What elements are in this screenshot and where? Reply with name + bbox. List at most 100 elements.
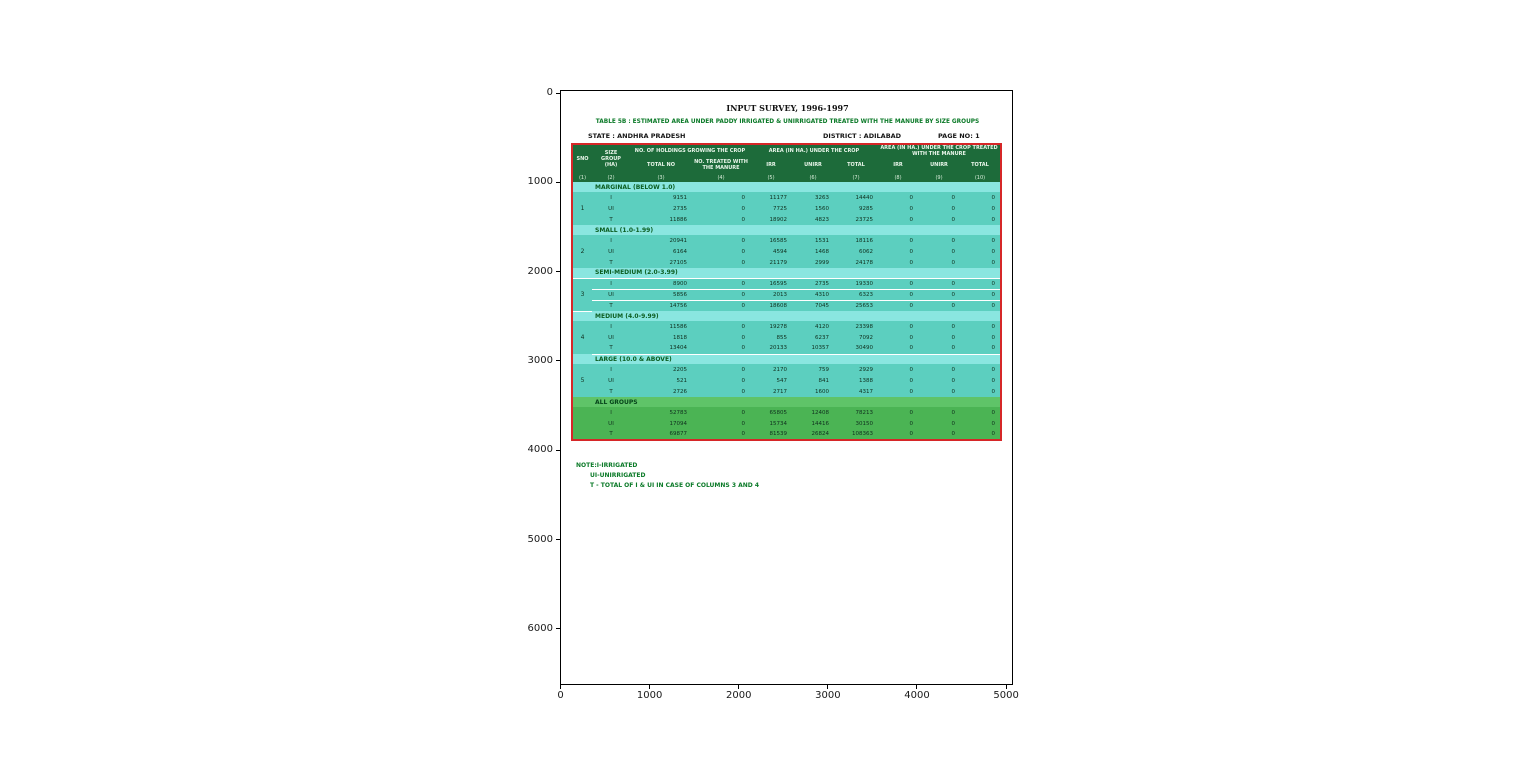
y-tick-mark <box>556 181 560 183</box>
value-cell: 0 <box>692 321 750 332</box>
value-cell: 24178 <box>834 257 878 268</box>
table-row: UI 5856 0 2013 4310 6323 0 0 0 <box>572 289 1001 301</box>
size-group-label: MEDIUM (4.0-9.99) <box>592 311 1001 321</box>
value-cell: 0 <box>960 332 1001 343</box>
value-cell: 0 <box>692 235 750 246</box>
table-row: T 11886 0 18902 4823 23725 0 0 0 <box>572 214 1001 225</box>
value-cell: 25653 <box>834 300 878 311</box>
value-cell: 0 <box>878 343 918 355</box>
value-cell: 81539 <box>750 429 792 440</box>
value-cell: 0 <box>918 321 960 332</box>
value-cell: 0 <box>878 332 918 343</box>
value-cell: 0 <box>918 257 960 268</box>
value-cell: 1818 <box>630 332 692 343</box>
value-cell: 7045 <box>792 300 834 311</box>
value-cell: 6323 <box>834 289 878 301</box>
value-cell: 4317 <box>834 386 878 397</box>
row-type-label: I <box>592 321 630 332</box>
y-tick-mark <box>556 92 560 94</box>
table-row: UI 6164 0 4594 1468 6062 0 0 0 <box>572 246 1001 257</box>
value-cell: 0 <box>878 418 918 429</box>
value-cell: 6164 <box>630 246 692 257</box>
value-cell: 0 <box>918 375 960 386</box>
size-group-label: MARGINAL (BELOW 1.0) <box>592 182 1001 192</box>
value-cell: 0 <box>918 235 960 246</box>
value-cell: 4594 <box>750 246 792 257</box>
y-tick-mark <box>556 271 560 273</box>
size-group-label: SEMI-MEDIUM (2.0-3.99) <box>592 268 1001 279</box>
value-cell: 20133 <box>750 343 792 355</box>
table-row: T 13404 0 20133 10357 30490 0 0 0 <box>572 343 1001 355</box>
value-cell: 0 <box>692 278 750 290</box>
value-cell: 841 <box>792 375 834 386</box>
value-cell: 0 <box>878 235 918 246</box>
value-cell: 0 <box>918 192 960 203</box>
value-cell: 0 <box>878 364 918 375</box>
value-cell: 0 <box>692 429 750 440</box>
value-cell: 0 <box>918 343 960 355</box>
row-type-label: T <box>592 257 630 268</box>
value-cell: 7725 <box>750 203 792 214</box>
row-type-label: UI <box>592 375 630 386</box>
y-tick-label: 4000 <box>527 444 553 456</box>
value-cell: 0 <box>960 214 1001 225</box>
value-cell: 19330 <box>834 278 878 290</box>
x-tick-mark <box>560 685 561 689</box>
value-cell: 759 <box>792 364 834 375</box>
table-row: 5 I 2205 0 2170 759 2929 0 0 0 <box>572 364 1001 397</box>
value-cell: 14756 <box>630 300 692 311</box>
value-cell: 17094 <box>630 418 692 429</box>
value-cell: 0 <box>878 321 918 332</box>
value-cell: 0 <box>960 407 1001 418</box>
column-number: (6) <box>792 173 834 182</box>
size-group-label: ALL GROUPS <box>592 397 1001 407</box>
table-row: 3 I 8900 0 16595 2735 19330 0 0 0 <box>572 278 1001 312</box>
table-row: 4 I 11586 0 19278 4120 23398 0 0 0 <box>572 321 1001 354</box>
value-cell: 23398 <box>834 321 878 332</box>
column-subheader: IRR <box>750 157 792 173</box>
value-cell: 8900 <box>630 278 692 290</box>
y-tick-label: 3000 <box>527 354 553 366</box>
value-cell: 0 <box>918 429 960 440</box>
value-cell: 12408 <box>792 407 834 418</box>
column-group-header: AREA (IN HA.) UNDER THE CROP <box>750 144 878 157</box>
x-tick-mark <box>916 685 918 689</box>
column-number: (8) <box>878 173 918 182</box>
column-group-header: AREA (IN HA.) UNDER THE CROP TREATED WIT… <box>878 144 1001 157</box>
value-cell: 1468 <box>792 246 834 257</box>
value-cell: 11886 <box>630 214 692 225</box>
value-cell: 1531 <box>792 235 834 246</box>
value-cell: 2929 <box>834 364 878 375</box>
state-label: STATE : ANDHRA PRADESH <box>588 132 686 140</box>
value-cell: 69877 <box>630 429 692 440</box>
row-type-label: I <box>592 192 630 203</box>
value-cell: 7092 <box>834 332 878 343</box>
value-cell: 0 <box>960 364 1001 375</box>
column-number: (10) <box>960 173 1001 182</box>
value-cell: 23725 <box>834 214 878 225</box>
value-cell: 0 <box>692 343 750 355</box>
value-cell: 6237 <box>792 332 834 343</box>
value-cell: 14416 <box>792 418 834 429</box>
table-row: UI 1818 0 855 6237 7092 0 0 0 <box>572 332 1001 343</box>
value-cell: 855 <box>750 332 792 343</box>
y-tick-label: 0 <box>546 87 553 98</box>
value-cell: 18608 <box>750 300 792 311</box>
table-row: 1 I 9151 0 11177 3263 14440 0 0 0 <box>572 192 1001 225</box>
row-type-label: UI <box>592 332 630 343</box>
value-cell: 52783 <box>630 407 692 418</box>
value-cell: 16595 <box>750 278 792 290</box>
size-group-header-row: MARGINAL (BELOW 1.0) <box>572 182 1001 192</box>
value-cell: 9151 <box>630 192 692 203</box>
page-number-label: PAGE NO: 1 <box>938 132 980 140</box>
document-title: INPUT SURVEY, 1996-1997 <box>726 103 849 113</box>
table-cell <box>572 397 592 407</box>
value-cell: 0 <box>918 407 960 418</box>
value-cell: 0 <box>960 192 1001 203</box>
value-cell: 20941 <box>630 235 692 246</box>
value-cell: 2013 <box>750 289 792 301</box>
group-serial-number: 2 <box>572 235 592 268</box>
value-cell: 2717 <box>750 386 792 397</box>
value-cell: 3263 <box>792 192 834 203</box>
